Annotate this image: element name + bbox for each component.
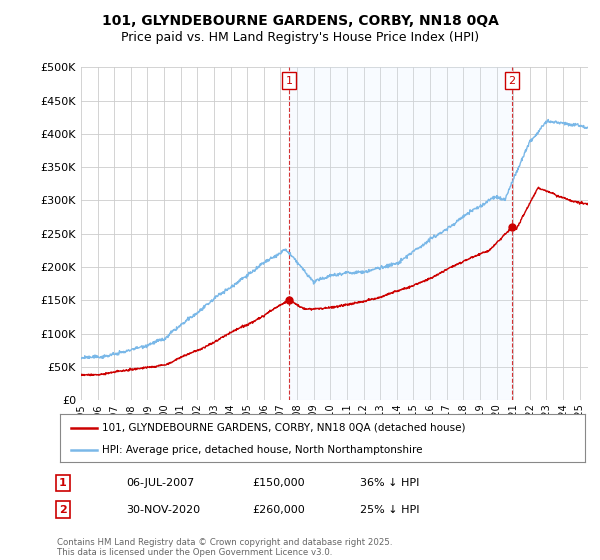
Text: 2: 2: [59, 505, 67, 515]
Text: 06-JUL-2007: 06-JUL-2007: [126, 478, 194, 488]
Text: 1: 1: [286, 76, 292, 86]
Text: 1: 1: [59, 478, 67, 488]
Text: 30-NOV-2020: 30-NOV-2020: [126, 505, 200, 515]
Text: 36% ↓ HPI: 36% ↓ HPI: [360, 478, 419, 488]
Text: 25% ↓ HPI: 25% ↓ HPI: [360, 505, 419, 515]
Text: 101, GLYNDEBOURNE GARDENS, CORBY, NN18 0QA (detached house): 101, GLYNDEBOURNE GARDENS, CORBY, NN18 0…: [102, 423, 466, 433]
Text: £260,000: £260,000: [252, 505, 305, 515]
Text: 2: 2: [508, 76, 515, 86]
Text: Contains HM Land Registry data © Crown copyright and database right 2025.
This d: Contains HM Land Registry data © Crown c…: [57, 538, 392, 557]
Text: 101, GLYNDEBOURNE GARDENS, CORBY, NN18 0QA: 101, GLYNDEBOURNE GARDENS, CORBY, NN18 0…: [101, 14, 499, 28]
Text: £150,000: £150,000: [252, 478, 305, 488]
Text: HPI: Average price, detached house, North Northamptonshire: HPI: Average price, detached house, Nort…: [102, 445, 422, 455]
Bar: [289, 67, 512, 400]
Text: Price paid vs. HM Land Registry's House Price Index (HPI): Price paid vs. HM Land Registry's House …: [121, 31, 479, 44]
